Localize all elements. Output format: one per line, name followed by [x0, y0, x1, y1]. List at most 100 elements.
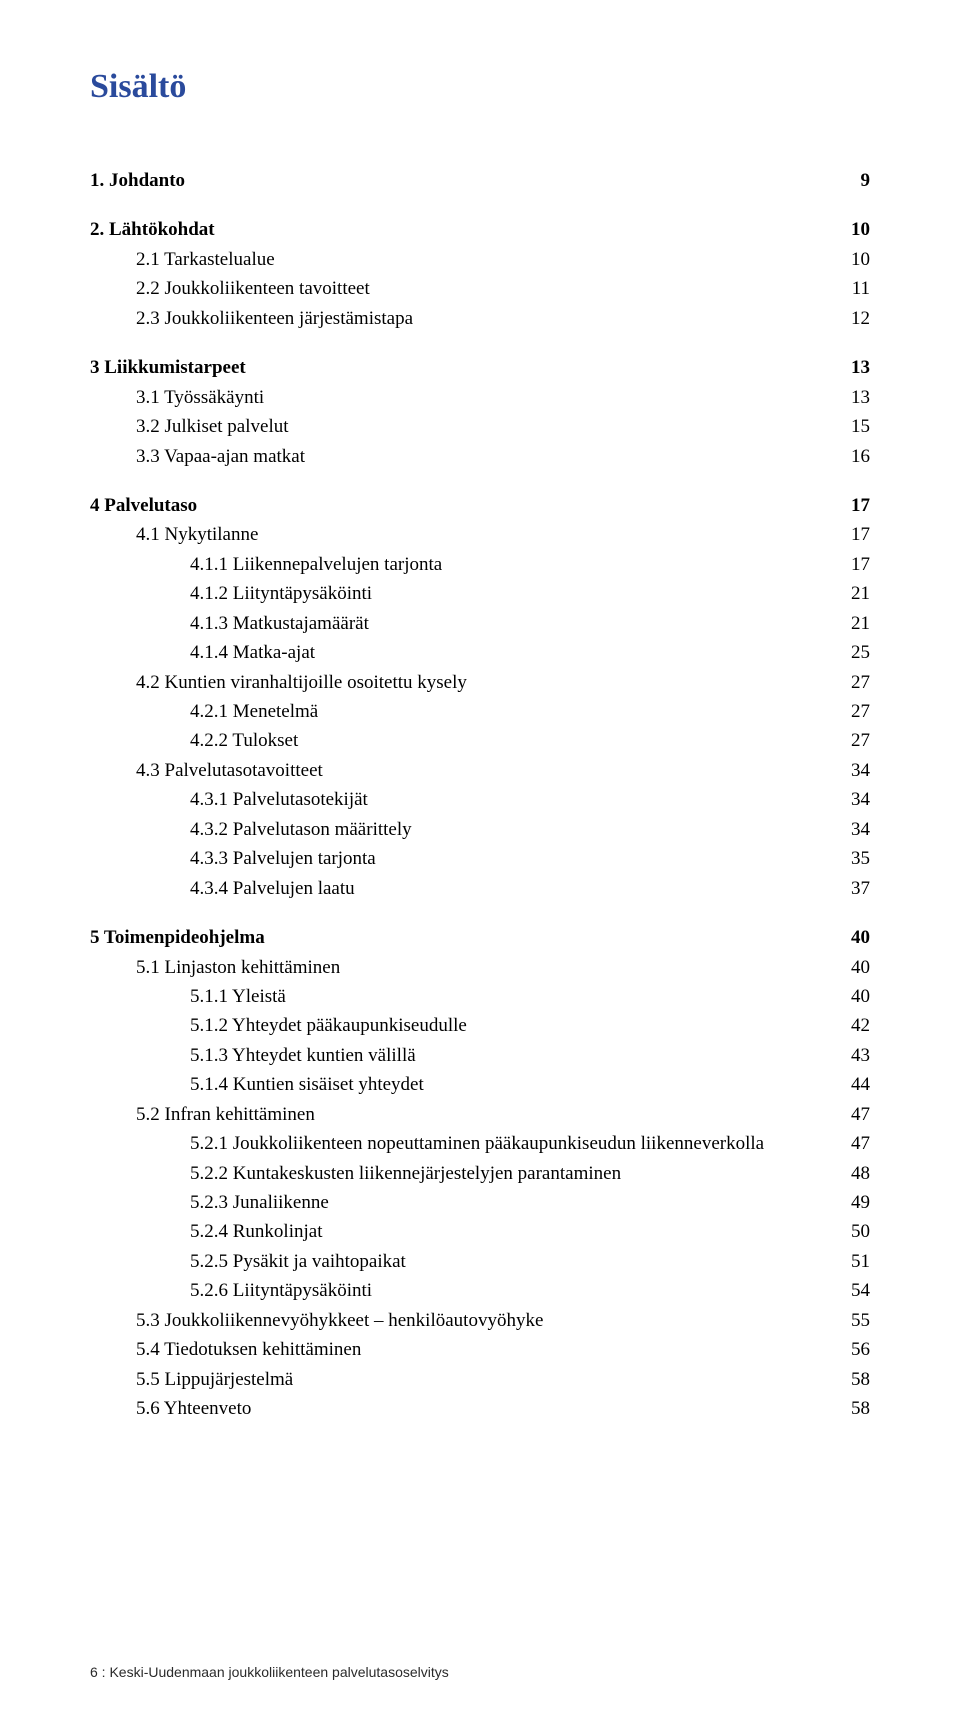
- toc-row: 5.1.3 Yhteydet kuntien välillä43: [90, 1041, 870, 1070]
- toc-page-number: 35: [818, 844, 870, 873]
- toc-page-number: 25: [818, 638, 870, 667]
- toc-label: 5.2.1 Joukkoliikenteen nopeuttaminen pää…: [190, 1129, 818, 1158]
- toc-label: 2.3 Joukkoliikenteen järjestämistapa: [136, 304, 818, 333]
- toc-row: 5.2.6 Liityntäpysäköinti54: [90, 1276, 870, 1305]
- toc-page-number: 47: [818, 1129, 870, 1158]
- toc-label: 5.3 Joukkoliikennevyöhykkeet – henkilöau…: [136, 1306, 818, 1335]
- toc-row: 4.3.4 Palvelujen laatu37: [90, 874, 870, 903]
- toc-label: 3 Liikkumistarpeet: [90, 353, 818, 382]
- toc-label: 5.2.4 Runkolinjat: [190, 1217, 818, 1246]
- toc-label: 3.3 Vapaa-ajan matkat: [136, 442, 818, 471]
- toc-label: 4.3 Palvelutasotavoitteet: [136, 756, 818, 785]
- toc-page-number: 27: [818, 726, 870, 755]
- toc-page-number: 17: [818, 550, 870, 579]
- toc-page-number: 40: [818, 982, 870, 1011]
- toc-page-number: 21: [818, 609, 870, 638]
- toc-gap: [90, 333, 870, 353]
- toc-page-number: 54: [818, 1276, 870, 1305]
- toc-row: 4.1.1 Liikennepalvelujen tarjonta17: [90, 550, 870, 579]
- toc-page-number: 47: [818, 1100, 870, 1129]
- toc-page-number: 49: [818, 1188, 870, 1217]
- toc-row: 5.1.2 Yhteydet pääkaupunkiseudulle42: [90, 1011, 870, 1040]
- toc-row: 5.2.1 Joukkoliikenteen nopeuttaminen pää…: [90, 1129, 870, 1158]
- toc-page-number: 34: [818, 785, 870, 814]
- toc-label: 1. Johdanto: [90, 166, 818, 195]
- toc-label: 4.1.4 Matka-ajat: [190, 638, 818, 667]
- toc-row: 3 Liikkumistarpeet13: [90, 353, 870, 382]
- toc-page-number: 42: [818, 1011, 870, 1040]
- toc-row: 5.2.3 Junaliikenne49: [90, 1188, 870, 1217]
- toc-gap: [90, 195, 870, 215]
- toc-label: 4.1.1 Liikennepalvelujen tarjonta: [190, 550, 818, 579]
- toc-label: 4.3.4 Palvelujen laatu: [190, 874, 818, 903]
- toc-page-number: 55: [818, 1306, 870, 1335]
- toc-label: 5.2.5 Pysäkit ja vaihtopaikat: [190, 1247, 818, 1276]
- toc-row: 2.3 Joukkoliikenteen järjestämistapa12: [90, 304, 870, 333]
- toc-page-number: 48: [818, 1159, 870, 1188]
- toc-label: 4.2.2 Tulokset: [190, 726, 818, 755]
- toc-row: 3.3 Vapaa-ajan matkat16: [90, 442, 870, 471]
- toc-row: 4 Palvelutaso17: [90, 491, 870, 520]
- page-title: Sisältö: [90, 68, 870, 106]
- toc-label: 5.1.2 Yhteydet pääkaupunkiseudulle: [190, 1011, 818, 1040]
- toc-label: 5.1.3 Yhteydet kuntien välillä: [190, 1041, 818, 1070]
- table-of-contents: 1. Johdanto92. Lähtökohdat102.1 Tarkaste…: [90, 166, 870, 1424]
- toc-label: 2.1 Tarkastelualue: [136, 245, 818, 274]
- toc-label: 4 Palvelutaso: [90, 491, 818, 520]
- toc-label: 4.3.1 Palvelutasotekijät: [190, 785, 818, 814]
- toc-page-number: 40: [818, 953, 870, 982]
- toc-row: 2.2 Joukkoliikenteen tavoitteet11: [90, 274, 870, 303]
- toc-page-number: 17: [818, 520, 870, 549]
- toc-row: 4.1 Nykytilanne17: [90, 520, 870, 549]
- toc-row: 4.2 Kuntien viranhaltijoille osoitettu k…: [90, 668, 870, 697]
- toc-row: 4.3 Palvelutasotavoitteet34: [90, 756, 870, 785]
- toc-page-number: 50: [818, 1217, 870, 1246]
- toc-label: 4.3.2 Palvelutason määrittely: [190, 815, 818, 844]
- toc-page-number: 27: [818, 697, 870, 726]
- toc-page-number: 27: [818, 668, 870, 697]
- toc-page-number: 34: [818, 815, 870, 844]
- toc-row: 4.3.2 Palvelutason määrittely34: [90, 815, 870, 844]
- toc-label: 2. Lähtökohdat: [90, 215, 818, 244]
- toc-page-number: 10: [818, 215, 870, 244]
- toc-page-number: 16: [818, 442, 870, 471]
- toc-label: 5.1.4 Kuntien sisäiset yhteydet: [190, 1070, 818, 1099]
- toc-row: 4.3.1 Palvelutasotekijät34: [90, 785, 870, 814]
- toc-page-number: 9: [818, 166, 870, 195]
- toc-row: 5.1 Linjaston kehittäminen40: [90, 953, 870, 982]
- toc-page-number: 43: [818, 1041, 870, 1070]
- toc-page-number: 58: [818, 1394, 870, 1423]
- toc-label: 3.1 Työssäkäynti: [136, 383, 818, 412]
- toc-page-number: 51: [818, 1247, 870, 1276]
- toc-page-number: 15: [818, 412, 870, 441]
- toc-row: 5.1.1 Yleistä40: [90, 982, 870, 1011]
- toc-page-number: 12: [818, 304, 870, 333]
- toc-row: 5.2 Infran kehittäminen47: [90, 1100, 870, 1129]
- document-page: Sisältö 1. Johdanto92. Lähtökohdat102.1 …: [0, 0, 960, 1716]
- toc-row: 5.3 Joukkoliikennevyöhykkeet – henkilöau…: [90, 1306, 870, 1335]
- toc-row: 4.1.2 Liityntäpysäköinti21: [90, 579, 870, 608]
- toc-label: 4.1.2 Liityntäpysäköinti: [190, 579, 818, 608]
- toc-gap: [90, 471, 870, 491]
- toc-page-number: 56: [818, 1335, 870, 1364]
- toc-label: 5.1 Linjaston kehittäminen: [136, 953, 818, 982]
- toc-row: 2.1 Tarkastelualue10: [90, 245, 870, 274]
- toc-gap: [90, 903, 870, 923]
- toc-row: 3.1 Työssäkäynti13: [90, 383, 870, 412]
- toc-row: 2. Lähtökohdat10: [90, 215, 870, 244]
- toc-row: 3.2 Julkiset palvelut15: [90, 412, 870, 441]
- toc-label: 5.1.1 Yleistä: [190, 982, 818, 1011]
- toc-label: 4.1 Nykytilanne: [136, 520, 818, 549]
- toc-row: 5.6 Yhteenveto58: [90, 1394, 870, 1423]
- toc-row: 5.5 Lippujärjestelmä58: [90, 1365, 870, 1394]
- toc-label: 4.2 Kuntien viranhaltijoille osoitettu k…: [136, 668, 818, 697]
- toc-page-number: 21: [818, 579, 870, 608]
- toc-label: 4.3.3 Palvelujen tarjonta: [190, 844, 818, 873]
- toc-label: 5.2.3 Junaliikenne: [190, 1188, 818, 1217]
- toc-page-number: 34: [818, 756, 870, 785]
- toc-row: 5.2.4 Runkolinjat50: [90, 1217, 870, 1246]
- toc-page-number: 10: [818, 245, 870, 274]
- toc-label: 4.1.3 Matkustajamäärät: [190, 609, 818, 638]
- toc-row: 5.2.5 Pysäkit ja vaihtopaikat51: [90, 1247, 870, 1276]
- toc-label: 5.2 Infran kehittäminen: [136, 1100, 818, 1129]
